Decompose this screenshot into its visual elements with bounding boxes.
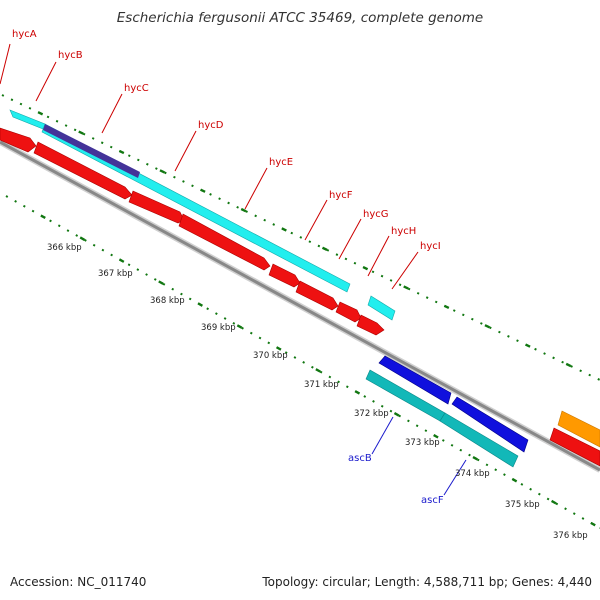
gene-bar-orange[interactable] xyxy=(557,410,600,448)
cds-arrow-hycH[interactable] xyxy=(335,301,362,323)
gene-label-ascB[interactable]: ascB xyxy=(348,453,372,464)
cds-arrow-hycE[interactable] xyxy=(178,213,271,271)
cds-arrow-hycA[interactable] xyxy=(0,127,37,153)
kbp-label: 372 kbp xyxy=(354,409,389,419)
gene-label-hycF[interactable]: hycF xyxy=(329,190,353,201)
kbp-label: 366 kbp xyxy=(47,243,82,253)
genome-backbone xyxy=(0,139,600,473)
kbp-label: 371 kbp xyxy=(304,380,339,390)
cds-arrow-hycF[interactable] xyxy=(268,263,301,288)
gene-label-hycH[interactable]: hycH xyxy=(391,226,416,237)
gene-label-hycE[interactable]: hycE xyxy=(269,157,293,168)
kbp-label: 373 kbp xyxy=(405,438,440,448)
gene-label-hycG[interactable]: hycG xyxy=(363,209,389,220)
kbp-label: 369 kbp xyxy=(201,323,236,333)
kbp-label: 374 kbp xyxy=(455,469,490,479)
kbp-label: 376 kbp xyxy=(553,531,588,541)
cds-arrow-hycG[interactable] xyxy=(295,280,339,311)
gene-label-hycI[interactable]: hycI xyxy=(420,241,441,252)
bottom-gene-labels: ascB ascF xyxy=(348,416,467,506)
kbp-label: 370 kbp xyxy=(253,351,288,361)
kbp-scale-labels: 366 kbp 367 kbp 368 kbp 369 kbp 370 kbp … xyxy=(47,243,588,541)
cds-arrow-hycC[interactable] xyxy=(33,141,133,200)
gene-label-hycC[interactable]: hycC xyxy=(124,83,149,94)
gene-label-hycB[interactable]: hycB xyxy=(58,50,83,61)
forward-cds-track xyxy=(0,127,600,467)
kbp-label: 368 kbp xyxy=(150,296,185,306)
kbp-label: 375 kbp xyxy=(505,500,540,510)
cds-arrow-hycI[interactable] xyxy=(356,314,385,336)
gene-bar-ascF[interactable] xyxy=(439,412,519,468)
cds-arrow-ascF[interactable] xyxy=(451,396,529,453)
gene-bar-hycI[interactable] xyxy=(367,295,396,321)
top-gene-labels: hycA hycB hycC hycD hycE hycF hycG hycH … xyxy=(0,29,441,290)
kbp-label: 367 kbp xyxy=(98,269,133,279)
reverse-feature-track xyxy=(365,355,529,468)
gene-label-hycA[interactable]: hycA xyxy=(12,29,37,40)
tick-track-inner xyxy=(5,194,600,530)
forward-gene-track xyxy=(9,109,396,321)
gene-label-ascF[interactable]: ascF xyxy=(421,495,444,506)
accession-text: Accession: NC_011740 xyxy=(10,575,146,589)
tick-track-outer xyxy=(1,93,600,382)
genome-summary-text: Topology: circular; Length: 4,588,711 bp… xyxy=(261,575,592,589)
cds-arrow-right-edge[interactable] xyxy=(549,427,600,467)
cds-arrow-ascB[interactable] xyxy=(378,355,452,405)
map-title: Escherichia fergusonii ATCC 35469, compl… xyxy=(117,10,483,26)
gene-bar-hycB-purple[interactable] xyxy=(43,124,140,178)
gene-label-hycD[interactable]: hycD xyxy=(198,120,224,131)
